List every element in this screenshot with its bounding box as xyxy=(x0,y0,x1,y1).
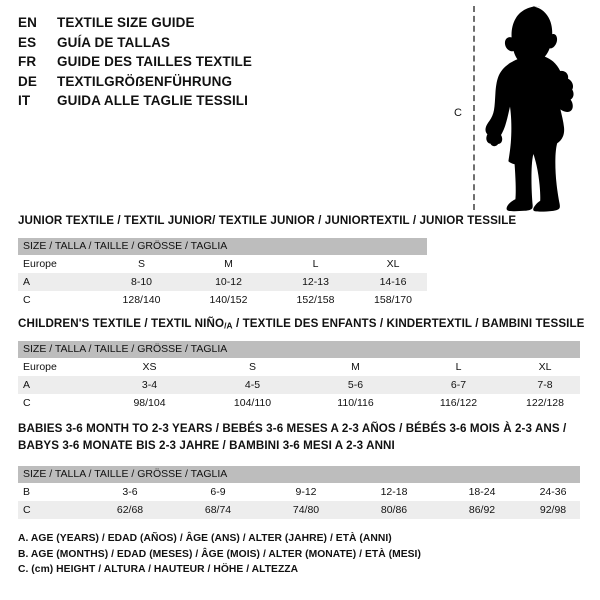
height-dashed-line xyxy=(473,6,475,210)
babies-title-line-1: BABIES 3-6 MONTH TO 2-3 YEARS / BEBÉS 3-… xyxy=(18,422,567,435)
babies-section-title: BABIES 3-6 MONTH TO 2-3 YEARS / BEBÉS 3-… xyxy=(18,420,566,454)
table-row: Europe XS S M L XL xyxy=(18,358,580,376)
babies-cell-b-3: 12-18 xyxy=(350,483,438,501)
children-cell-europe-2: M xyxy=(304,358,407,376)
children-cell-c-1: 104/110 xyxy=(201,394,304,412)
language-text-fr: GUIDE DES TAILLES TEXTILE xyxy=(57,54,253,69)
language-text-en: TEXTILE SIZE GUIDE xyxy=(57,15,195,30)
junior-cell-c-2: 152/158 xyxy=(272,291,359,309)
children-cell-c-4: 122/128 xyxy=(510,394,580,412)
junior-cell-c-1: 140/152 xyxy=(185,291,272,309)
children-cell-europe-1: S xyxy=(201,358,304,376)
legend-block: A. AGE (YEARS) / EDAD (AÑOS) / ÂGE (ANS)… xyxy=(18,531,421,578)
language-code-es: ES xyxy=(18,34,37,50)
babies-cell-c-2: 74/80 xyxy=(262,501,350,519)
table-row: C 128/140 140/152 152/158 158/170 xyxy=(18,291,428,309)
language-code-it: IT xyxy=(18,93,31,108)
children-cell-a-4: 7-8 xyxy=(510,376,580,394)
toddler-silhouette-icon xyxy=(485,6,574,212)
junior-size-table: SIZE / TALLA / TAILLE / GRÖSSE / TAGLIA … xyxy=(18,238,428,309)
junior-cell-europe-2: L xyxy=(272,255,359,273)
children-row-label-c: C xyxy=(18,394,98,412)
language-title-block: EN TEXTILE SIZE GUIDE ES GUÍA DE TALLAS … xyxy=(18,13,418,111)
table-row: Europe S M L XL xyxy=(18,255,428,273)
language-row-fr: FR GUIDE DES TAILLES TEXTILE xyxy=(18,52,418,72)
children-row-label-europe: Europe xyxy=(18,358,98,376)
language-text-it: GUIDA ALLE TAGLIE TESSILI xyxy=(57,93,248,108)
babies-band-label: SIZE / TALLA / TAILLE / GRÖSSE / TAGLIA xyxy=(18,466,581,483)
language-code-fr: FR xyxy=(18,54,37,69)
children-cell-a-0: 3-4 xyxy=(98,376,201,394)
children-row-label-a: A xyxy=(18,376,98,394)
height-measurement-figure: C xyxy=(440,4,595,212)
babies-cell-c-3: 80/86 xyxy=(350,501,438,519)
table-row: A 3-4 4-5 5-6 6-7 7-8 xyxy=(18,376,580,394)
language-row-es: ES GUÍA DE TALLAS xyxy=(18,33,418,53)
children-cell-europe-4: XL xyxy=(510,358,580,376)
children-section-title: CHILDREN'S TEXTILE / TEXTIL NIÑO/A / TEX… xyxy=(18,317,585,330)
babies-cell-b-2: 9-12 xyxy=(262,483,350,501)
children-cell-a-1: 4-5 xyxy=(201,376,304,394)
children-cell-europe-3: L xyxy=(407,358,510,376)
language-code-en: EN xyxy=(18,15,37,30)
babies-cell-b-5: 24-36 xyxy=(526,483,581,501)
language-code-de: DE xyxy=(18,73,37,89)
language-text-de: TEXTILGRÖẞENFÜHRUNG xyxy=(57,73,233,89)
babies-row-label-c: C xyxy=(18,501,86,519)
language-row-de: DE TEXTILGRÖẞENFÜHRUNG xyxy=(18,72,418,92)
legend-line-c: C. (cm) HEIGHT / ALTURA / HAUTEUR / HÖHE… xyxy=(18,564,299,575)
junior-cell-c-0: 128/140 xyxy=(98,291,185,309)
babies-cell-b-4: 18-24 xyxy=(438,483,526,501)
language-row-en: EN TEXTILE SIZE GUIDE xyxy=(18,13,418,33)
legend-line-b: B. AGE (MONTHS) / EDAD (MESES) / ÂGE (MO… xyxy=(18,548,421,560)
children-band-label: SIZE / TALLA / TAILLE / GRÖSSE / TAGLIA xyxy=(18,341,580,358)
junior-cell-c-3: 158/170 xyxy=(359,291,428,309)
babies-cell-b-1: 6-9 xyxy=(174,483,262,501)
junior-band-label: SIZE / TALLA / TAILLE / GRÖSSE / TAGLIA xyxy=(18,238,428,255)
children-table-band-row: SIZE / TALLA / TAILLE / GRÖSSE / TAGLIA xyxy=(18,341,580,358)
babies-size-table: SIZE / TALLA / TAILLE / GRÖSSE / TAGLIA … xyxy=(18,466,581,519)
language-text-es: GUÍA DE TALLAS xyxy=(57,34,171,50)
junior-row-label-a: A xyxy=(18,273,98,291)
children-title-sub: /A xyxy=(224,320,233,331)
table-row: A 8-10 10-12 12-13 14-16 xyxy=(18,273,428,291)
babies-cell-c-5: 92/98 xyxy=(526,501,581,519)
babies-cell-b-0: 3-6 xyxy=(86,483,174,501)
junior-cell-europe-3: XL xyxy=(359,255,428,273)
legend-line-a: A. AGE (YEARS) / EDAD (AÑOS) / ÂGE (ANS)… xyxy=(18,533,392,544)
table-row: B 3-6 6-9 9-12 12-18 18-24 24-36 xyxy=(18,483,581,501)
junior-cell-a-2: 12-13 xyxy=(272,273,359,291)
junior-section-title: JUNIOR TEXTILE / TEXTIL JUNIOR/ TEXTILE … xyxy=(18,214,517,227)
children-title-post: / TEXTILE DES ENFANTS / KINDERTEXTIL / B… xyxy=(232,317,585,330)
table-row: C 98/104 104/110 110/116 116/122 122/128 xyxy=(18,394,580,412)
junior-cell-a-3: 14-16 xyxy=(359,273,428,291)
children-cell-a-2: 5-6 xyxy=(304,376,407,394)
junior-cell-a-0: 8-10 xyxy=(98,273,185,291)
babies-title-line-2: BABYS 3-6 MONATE BIS 2-3 JAHRE / BAMBINI… xyxy=(18,439,395,452)
height-measure-label: C xyxy=(454,107,462,119)
junior-row-label-europe: Europe xyxy=(18,255,98,273)
children-cell-c-3: 116/122 xyxy=(407,394,510,412)
babies-row-label-b: B xyxy=(18,483,86,501)
babies-table-band-row: SIZE / TALLA / TAILLE / GRÖSSE / TAGLIA xyxy=(18,466,581,483)
children-cell-c-2: 110/116 xyxy=(304,394,407,412)
children-size-table: SIZE / TALLA / TAILLE / GRÖSSE / TAGLIA … xyxy=(18,341,580,412)
children-cell-a-3: 6-7 xyxy=(407,376,510,394)
junior-cell-europe-1: M xyxy=(185,255,272,273)
children-title-pre: CHILDREN'S TEXTILE / TEXTIL NIÑO xyxy=(18,317,225,330)
babies-cell-c-0: 62/68 xyxy=(86,501,174,519)
junior-cell-europe-0: S xyxy=(98,255,185,273)
junior-cell-a-1: 10-12 xyxy=(185,273,272,291)
children-cell-c-0: 98/104 xyxy=(98,394,201,412)
babies-cell-c-4: 86/92 xyxy=(438,501,526,519)
junior-row-label-c: C xyxy=(18,291,98,309)
table-row: C 62/68 68/74 74/80 80/86 86/92 92/98 xyxy=(18,501,581,519)
language-row-it: IT GUIDA ALLE TAGLIE TESSILI xyxy=(18,91,418,111)
junior-table-band-row: SIZE / TALLA / TAILLE / GRÖSSE / TAGLIA xyxy=(18,238,428,255)
children-cell-europe-0: XS xyxy=(98,358,201,376)
babies-cell-c-1: 68/74 xyxy=(174,501,262,519)
